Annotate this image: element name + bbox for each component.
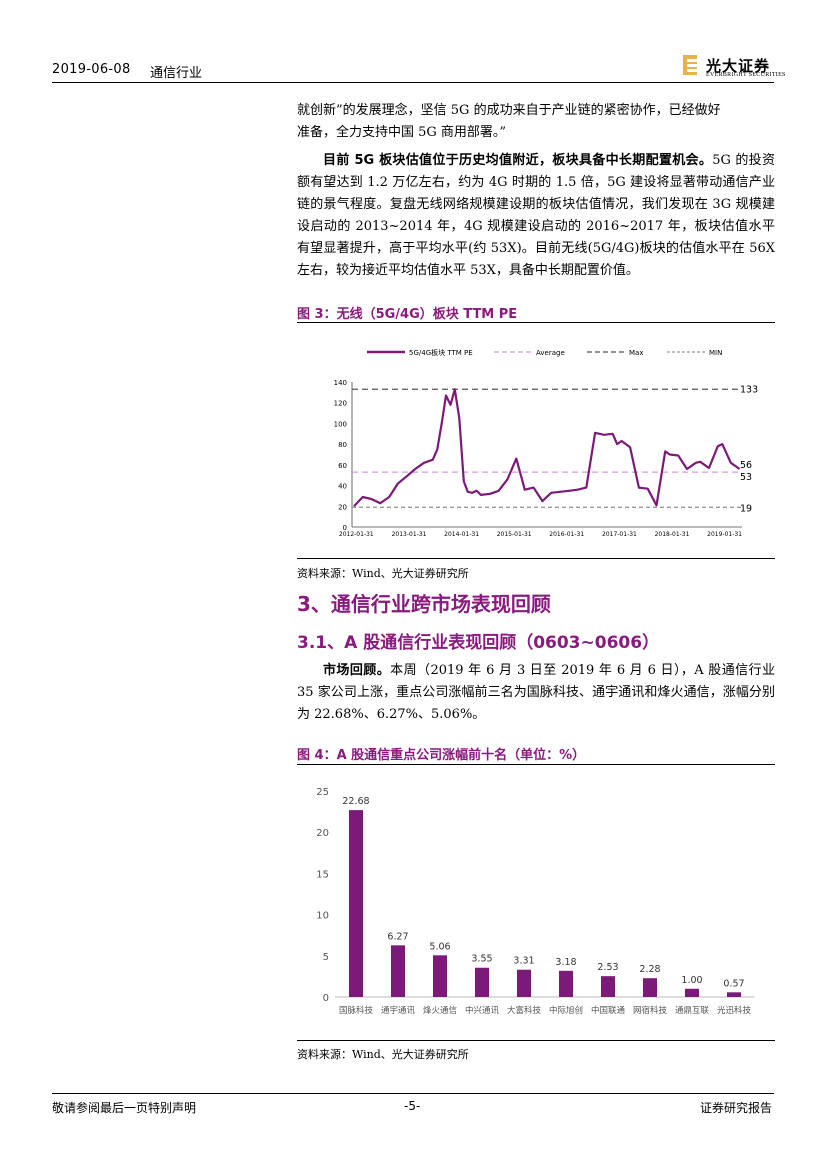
- bar-value-label: 6.27: [387, 931, 408, 942]
- y-tick-label: 0: [343, 524, 347, 532]
- figure4-top-rule: [297, 764, 775, 765]
- y-tick-label: 60: [338, 462, 347, 470]
- footer-divider: [52, 1093, 774, 1094]
- x-tick-label: 2019-01-31: [707, 531, 742, 538]
- figure4-source: 资料来源：Wind、光大证券研究所: [297, 1048, 469, 1061]
- section-3-heading: 3、通信行业跨市场表现回顾: [297, 592, 551, 616]
- footer-report-type: 证券研究报告: [700, 1101, 773, 1115]
- category-label: 通鼎互联: [675, 1005, 710, 1016]
- category-label: 烽火通信: [423, 1005, 458, 1016]
- market-review-text: 本周（2019 年 6 月 3 日至 2019 年 6 月 6 日），A 股通信…: [297, 663, 775, 722]
- x-tick-label: 2017-01-31: [602, 531, 637, 538]
- industry-name: 通信行业: [150, 66, 203, 81]
- category-label: 中国联通: [591, 1005, 626, 1016]
- y-tick-label: 40: [338, 483, 347, 491]
- pe-chart-plot: 0 20 40 60 80 100 120 140 2012-01-31 2013-01-31 20…: [334, 348, 759, 538]
- bar: [559, 970, 573, 997]
- legend-label: 5G/4G板块 TTM PE: [409, 348, 473, 357]
- bar-value-label: 3.18: [555, 957, 576, 968]
- logo-text: 光大证券: [706, 57, 771, 75]
- x-tick-label: 2016-01-31: [549, 531, 584, 538]
- x-tick-label: 2014-01-31: [444, 531, 479, 538]
- y-tick-label: 15: [316, 869, 329, 880]
- category-label: 大富科技: [507, 1005, 542, 1016]
- header-divider: [52, 82, 774, 83]
- x-tick-label: 2018-01-31: [655, 531, 690, 538]
- y-tick-label: 100: [334, 420, 347, 428]
- section-3-1-heading: 3.1、A 股通信行业表现回顾（0603~0606）: [297, 633, 660, 653]
- figure3-source: 资料来源：Wind、光大证券研究所: [297, 567, 469, 580]
- y-tick-label: 20: [338, 503, 347, 511]
- valuation-lead: 目前 5G 板块估值位于历史均值附近，板块具备中长期配置机会。: [323, 153, 713, 168]
- bar-value-label: 0.57: [723, 978, 744, 989]
- y-tick-label: 120: [334, 400, 347, 408]
- footer-disclaimer: 敬请参阅最后一页特别声明: [52, 1101, 197, 1115]
- bar: [349, 810, 363, 997]
- bar-value-label: 3.55: [471, 954, 492, 965]
- bar: [517, 969, 531, 997]
- end-value-label: 19: [740, 503, 752, 514]
- bar: [433, 955, 447, 997]
- legend-label: Average: [536, 349, 565, 357]
- figure3-top-rule: [297, 322, 775, 323]
- bar-value-label: 1.00: [681, 975, 702, 986]
- page-number: -5-: [404, 1099, 421, 1113]
- logo-subtext: EVERBRIGHT SECURITIES: [706, 72, 786, 78]
- y-tick-label: 20: [316, 828, 329, 839]
- logo-icon: [683, 55, 697, 75]
- category-label: 光迅科技: [717, 1005, 752, 1016]
- intro-line-1: 就创新”的发展理念，坚信 5G 的成功来自于产业链的紧密协作，已经做好: [297, 103, 721, 118]
- bar: [391, 945, 405, 997]
- pe-line-chart: 0 20 40 60 80 100 120 140 2012-01-31 2013-01-31 20…: [334, 348, 759, 538]
- category-label: 通宇通讯: [381, 1005, 416, 1016]
- x-tick-label: 2015-01-31: [497, 531, 532, 538]
- market-review-paragraph: 市场回顾。本周（2019 年 6 月 3 日至 2019 年 6 月 6 日），…: [297, 660, 775, 726]
- category-label: 中兴通讯: [465, 1005, 500, 1016]
- report-date: 2019-06-08: [52, 62, 131, 77]
- y-tick-label: 25: [316, 787, 329, 798]
- legend-label: MIN: [709, 349, 722, 357]
- bar-value-label: 2.28: [639, 964, 660, 975]
- x-tick-label: 2013-01-31: [392, 531, 427, 538]
- intro-line-2: 准备，全力支持中国 5G 商用部署。”: [297, 125, 507, 140]
- bar-value-label: 22.68: [342, 796, 369, 807]
- end-value-label: 56: [740, 460, 752, 471]
- legend-label: Max: [629, 349, 643, 357]
- market-review-lead: 市场回顾。: [323, 663, 391, 678]
- bar-value-label: 3.31: [513, 956, 534, 967]
- bar-value-label: 2.53: [597, 962, 618, 973]
- figure3-bottom-rule: [297, 558, 775, 559]
- gainers-bar-chart: 0 5 10 15 20 25 22.68 国脉科技 6.27 通宇通讯 5.06 烽火通信 3.55 中…: [316, 787, 755, 1016]
- y-tick-label: 5: [323, 952, 329, 963]
- category-label: 中际旭创: [549, 1005, 583, 1016]
- bar: [727, 992, 741, 997]
- bar-chart-plot: 0 5 10 15 20 25 22.68 国脉科技 6.27 通宇通讯 5.06 烽火通信 3.55 中…: [316, 787, 755, 1016]
- x-tick-label: 2012-01-31: [339, 531, 374, 538]
- end-value-label: 133: [740, 384, 758, 395]
- y-tick-label: 0: [323, 993, 329, 1004]
- valuation-paragraph: 目前 5G 板块估值位于历史均值附近，板块具备中长期配置机会。5G 的投资额有望…: [297, 150, 775, 282]
- bar-value-label: 5.06: [429, 941, 450, 952]
- bar: [601, 976, 615, 997]
- end-value-label: 53: [740, 472, 752, 483]
- pe-series-line: [353, 388, 741, 508]
- y-tick-label: 10: [316, 911, 329, 922]
- y-tick-label: 140: [334, 379, 347, 387]
- category-label: 网宿科技: [633, 1005, 668, 1016]
- figure3-title: 图 3：无线（5G/4G）板块 TTM PE: [297, 307, 518, 322]
- bar: [685, 988, 699, 997]
- bar: [475, 967, 489, 997]
- valuation-text: 5G 的投资额有望达到 1.2 万亿左右，约为 4G 时期的 1.5 倍，5G …: [297, 153, 775, 278]
- bar: [643, 978, 657, 997]
- y-tick-label: 80: [338, 441, 347, 449]
- category-label: 国脉科技: [339, 1005, 374, 1016]
- figure4-bottom-rule: [297, 1040, 775, 1041]
- figure4-title: 图 4：A 股通信重点公司涨幅前十名（单位：%）: [297, 748, 586, 763]
- intro-paragraph: 就创新”的发展理念，坚信 5G 的成功来自于产业链的紧密协作，已经做好 准备，全…: [297, 100, 775, 144]
